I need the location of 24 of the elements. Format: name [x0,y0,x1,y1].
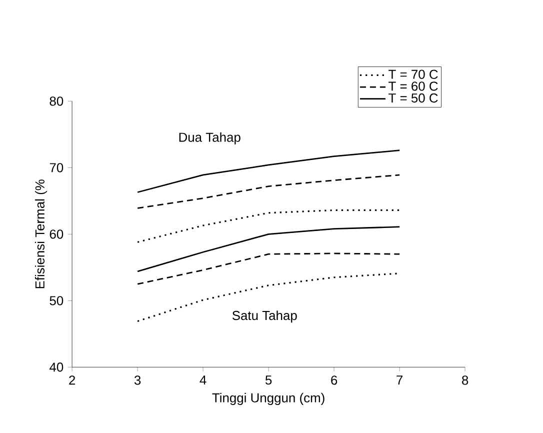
x-tick-label: 7 [396,376,402,384]
line-series [136,174,400,209]
line-series [136,226,400,272]
x-tick-label: 2 [69,376,75,385]
annotation: Dua Tahap [179,132,240,144]
x-tick-label: 4 [200,376,206,384]
x-tick-label: 5 [265,376,272,385]
x-tick-label: 3 [134,376,141,385]
x-tick-label: 6 [331,376,338,385]
y-tick-label: 50 [50,296,64,306]
y-tick-label: 70 [50,163,64,172]
line-series [136,150,400,193]
annotation: Satu Tahap [232,310,297,323]
y-tick-label: 40 [50,362,64,372]
y-axis-title: Efisiensi Termal (% [34,180,48,288]
legend-label: T = 60 C [388,82,438,91]
x-tick-label: 8 [462,376,468,385]
y-tick-label: 60 [50,230,64,239]
line-series [136,252,400,285]
legend-label: T = 50 C [388,93,438,103]
legend-label: T = 70 C [388,70,438,79]
y-tick-label: 80 [50,96,64,106]
line-series [136,209,400,243]
x-axis-title: Tinggi Unggun (cm) [212,392,324,405]
